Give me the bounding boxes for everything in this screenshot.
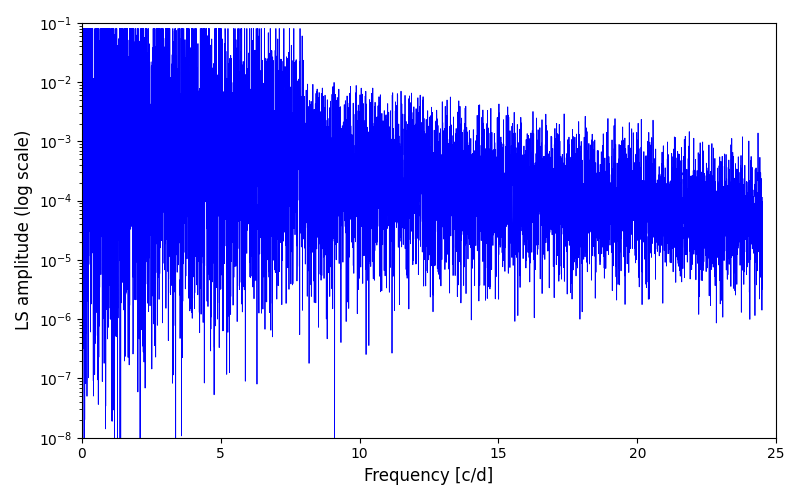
X-axis label: Frequency [c/d]: Frequency [c/d] <box>364 467 494 485</box>
Y-axis label: LS amplitude (log scale): LS amplitude (log scale) <box>15 130 33 330</box>
